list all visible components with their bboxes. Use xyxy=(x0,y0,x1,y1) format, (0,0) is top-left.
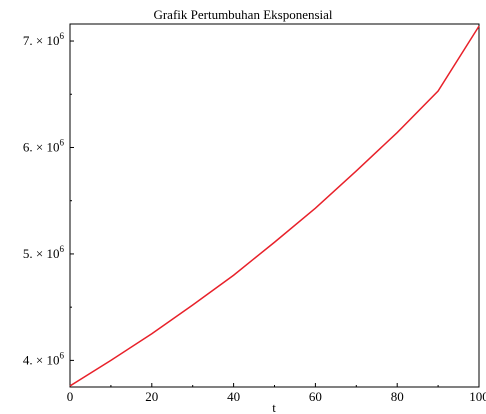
x-tick-label: 60 xyxy=(309,389,322,404)
x-axis-ticks: 0 20 40 60 80 100 xyxy=(67,383,486,404)
series-line xyxy=(69,25,480,387)
x-axis-label: t xyxy=(272,400,276,414)
chart-title: Grafik Pertumbuhan Eksponensial xyxy=(153,7,333,22)
x-tick-label: 20 xyxy=(145,389,158,404)
x-tick-label: 40 xyxy=(227,389,240,404)
y-axis-ticks: 4. × 106 5. × 106 6. × 106 7. × 106 xyxy=(23,31,74,367)
x-tick-label: 0 xyxy=(67,389,74,404)
y-tick-label: 4. × 106 xyxy=(23,350,65,367)
y-tick-label: 5. × 106 xyxy=(23,244,65,261)
x-tick-label: 100 xyxy=(469,389,486,404)
plot-frame xyxy=(69,23,480,388)
y-tick-label: 6. × 106 xyxy=(23,137,65,154)
x-tick-label: 80 xyxy=(391,389,404,404)
series-layer xyxy=(69,25,480,387)
y-tick-label: 7. × 106 xyxy=(23,31,65,48)
